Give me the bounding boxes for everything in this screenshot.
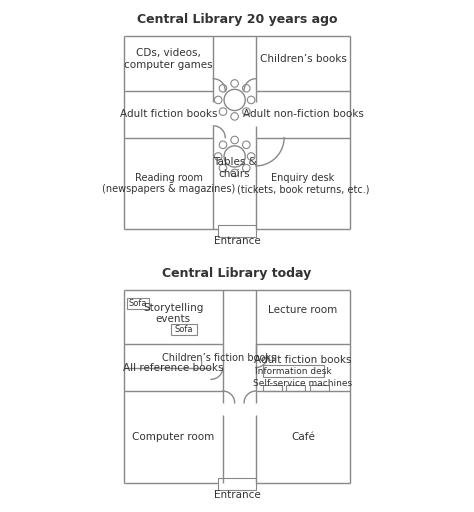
Text: Computer room: Computer room [132, 432, 215, 442]
Text: Enquiry desk
(tickets, book returns, etc.): Enquiry desk (tickets, book returns, etc… [237, 173, 369, 195]
Text: Lecture room: Lecture room [268, 305, 337, 315]
Bar [286, 385, 305, 391]
Text: Adult fiction books: Adult fiction books [254, 355, 352, 366]
Bar [263, 365, 324, 377]
Bar [171, 324, 197, 334]
Text: CDs, videos,
computer games: CDs, videos, computer games [124, 48, 213, 70]
Text: Children’s fiction books: Children’s fiction books [162, 353, 276, 363]
Text: Entrance: Entrance [214, 236, 260, 246]
Text: Entrance: Entrance [214, 489, 260, 500]
Bar [263, 385, 282, 391]
Text: Storytelling
events: Storytelling events [143, 303, 204, 324]
Text: Sofa: Sofa [175, 325, 193, 334]
Text: Adult fiction books: Adult fiction books [120, 109, 218, 119]
Text: Café: Café [291, 432, 315, 442]
Text: Sofa: Sofa [129, 299, 147, 308]
Bar [218, 478, 256, 490]
Text: Central Library 20 years ago: Central Library 20 years ago [137, 13, 337, 26]
Text: Information desk: Information desk [255, 367, 332, 375]
Text: Children’s books: Children’s books [259, 54, 346, 63]
Bar [218, 225, 256, 237]
Text: Central Library today: Central Library today [163, 267, 311, 280]
Text: Reading room
(newspapers & magazines): Reading room (newspapers & magazines) [102, 173, 235, 195]
Text: All reference books: All reference books [123, 362, 224, 373]
Text: Adult non-fiction books: Adult non-fiction books [243, 109, 364, 119]
Bar [128, 298, 149, 309]
Text: Tables &
chairs: Tables & chairs [213, 158, 256, 179]
Bar [310, 385, 329, 391]
Text: Self-service machines: Self-service machines [254, 379, 353, 389]
